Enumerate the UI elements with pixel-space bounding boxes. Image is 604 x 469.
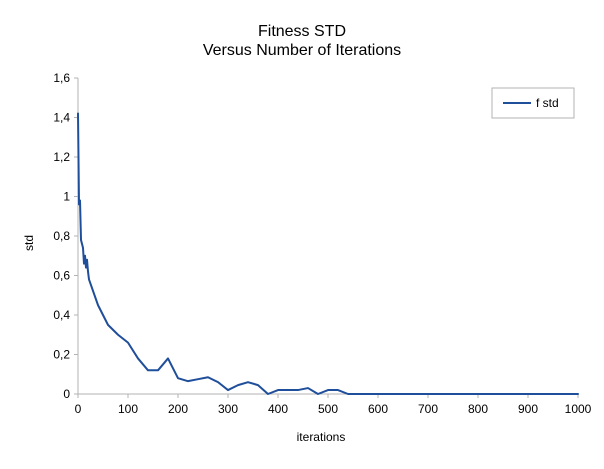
x-tick-label: 800 bbox=[468, 402, 488, 416]
x-axis-ticks: 0 100 200 300 400 500 600 700 800 900 1000 bbox=[75, 394, 592, 416]
y-axis-title: std bbox=[22, 235, 36, 251]
y-tick-label: 1,6 bbox=[53, 71, 70, 85]
x-axis-title: iterations bbox=[297, 430, 346, 444]
x-tick-label: 600 bbox=[368, 402, 388, 416]
y-tick-label: 0,6 bbox=[53, 269, 70, 283]
chart-title: Fitness STD bbox=[258, 23, 346, 40]
y-tick-label: 0,4 bbox=[53, 308, 70, 322]
y-tick-label: 1,2 bbox=[53, 150, 70, 164]
x-tick-label: 0 bbox=[75, 402, 82, 416]
chart-subtitle: Versus Number of Iterations bbox=[203, 42, 401, 59]
x-tick-label: 200 bbox=[168, 402, 188, 416]
x-tick-label: 1000 bbox=[565, 402, 592, 416]
y-tick-label: 1 bbox=[63, 190, 70, 204]
legend: f std bbox=[491, 87, 575, 119]
x-tick-label: 700 bbox=[418, 402, 438, 416]
x-tick-label: 900 bbox=[518, 402, 538, 416]
x-tick-label: 100 bbox=[118, 402, 138, 416]
y-tick-label: 0,2 bbox=[53, 348, 70, 362]
series-group bbox=[77, 112, 579, 395]
y-tick-label: 0 bbox=[63, 387, 70, 401]
legend-label: f std bbox=[536, 96, 559, 110]
x-tick-label: 400 bbox=[268, 402, 288, 416]
axes bbox=[77, 78, 578, 395]
y-axis-ticks: 0 0,2 0,4 0,6 0,8 1 1,2 1,4 1,6 bbox=[53, 71, 78, 401]
x-tick-label: 500 bbox=[318, 402, 338, 416]
y-tick-label: 1,4 bbox=[53, 111, 70, 125]
series-line-0 bbox=[77, 112, 579, 395]
x-tick-label: 300 bbox=[218, 402, 238, 416]
y-tick-label: 0,8 bbox=[53, 229, 70, 243]
